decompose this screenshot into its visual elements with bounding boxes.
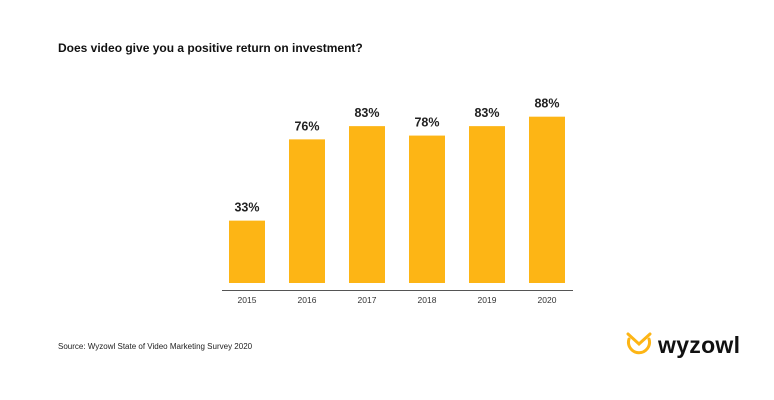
chart-title: Does video give you a positive return on… [58,41,363,55]
bar-2020 [529,116,565,284]
data-label: 88% [534,97,559,111]
x-tick-label: 2019 [478,295,497,305]
source-note: Source: Wyzowl State of Video Marketing … [58,342,253,351]
data-label: 76% [294,119,319,133]
bar-2019 [469,126,505,283]
x-tick-label: 2016 [298,295,317,305]
owl-icon [626,332,652,355]
data-label: 78% [414,116,439,130]
x-tick-label: 2015 [238,295,257,305]
bar-2017 [349,126,385,283]
data-label: 33% [234,201,259,215]
data-label: 83% [354,106,379,120]
x-tick-label: 2018 [418,295,437,305]
logo-text: wyzowl [658,331,741,358]
bar-2018 [409,135,445,283]
wyzowl-logo: wyzowl [624,330,740,360]
x-tick-label: 2020 [538,295,557,305]
bar-2016 [289,139,325,283]
x-tick-label: 2017 [358,295,377,305]
bar-2015 [229,220,265,283]
data-label: 83% [474,106,499,120]
